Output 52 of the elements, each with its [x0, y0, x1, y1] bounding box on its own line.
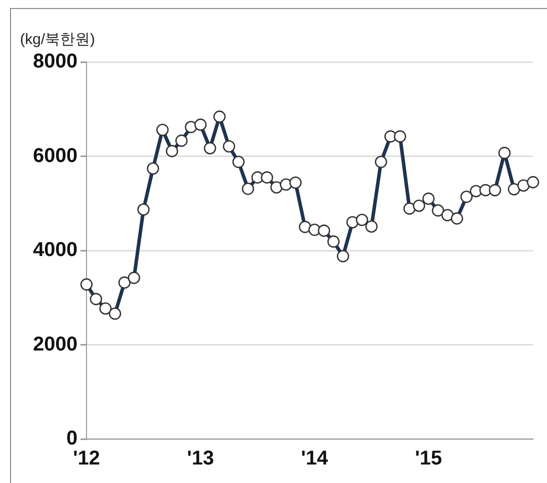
point	[194, 118, 207, 131]
point	[118, 276, 131, 289]
point	[108, 307, 122, 320]
point	[365, 220, 378, 233]
point	[403, 202, 416, 215]
point	[488, 184, 502, 196]
point	[498, 146, 511, 160]
point	[184, 120, 198, 134]
y-tick-label: 4000	[32, 239, 78, 262]
point	[270, 181, 283, 194]
point	[517, 179, 530, 192]
y-tick-label: 6000	[32, 144, 78, 167]
point	[289, 176, 302, 189]
point	[356, 214, 368, 226]
point	[90, 292, 102, 306]
x-tick-label: '15	[414, 448, 442, 470]
point	[374, 156, 388, 168]
point	[508, 183, 520, 196]
point	[422, 192, 435, 205]
point	[232, 156, 245, 168]
point	[394, 130, 406, 143]
point	[137, 203, 150, 216]
point	[526, 176, 540, 188]
point	[213, 110, 226, 123]
point	[99, 302, 112, 315]
point	[441, 209, 454, 222]
point	[318, 224, 330, 237]
point	[327, 235, 340, 248]
point	[432, 204, 444, 217]
point	[80, 278, 93, 291]
point	[346, 216, 359, 228]
point	[175, 134, 188, 147]
point	[128, 272, 140, 284]
y-axis-title: (kg/북한원)	[20, 30, 95, 49]
point	[336, 250, 350, 262]
point	[222, 140, 236, 153]
y-tick-label: 2000	[32, 333, 78, 356]
point	[156, 124, 169, 136]
point	[260, 171, 274, 184]
y-tick-label: 0	[66, 428, 78, 450]
point	[146, 162, 160, 175]
point	[204, 142, 216, 154]
point	[298, 220, 312, 234]
point	[242, 182, 254, 195]
point	[412, 200, 426, 212]
point	[460, 190, 473, 203]
x-tick-label: '13	[186, 448, 214, 470]
x-tick-label: '12	[72, 448, 100, 470]
point	[450, 212, 464, 225]
point	[166, 144, 178, 158]
x-tick-label: '14	[300, 448, 329, 470]
y-tick-label: 8000	[32, 50, 78, 73]
